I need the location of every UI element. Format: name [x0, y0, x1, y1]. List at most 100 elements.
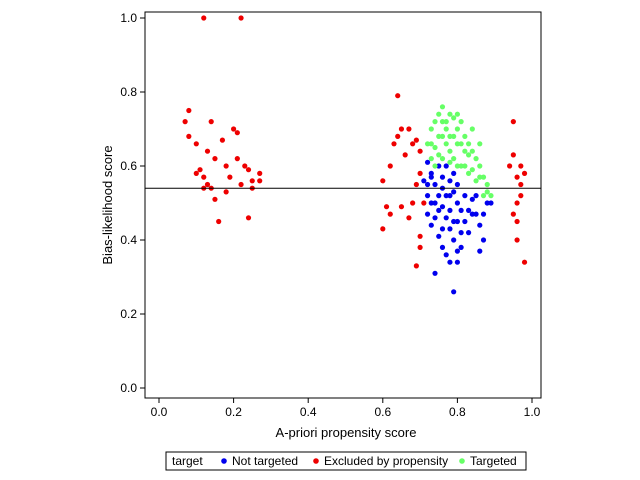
data-point: [383, 204, 390, 210]
data-point: [477, 141, 483, 147]
data-point: [436, 193, 442, 199]
data-point: [428, 141, 434, 147]
data-point: [447, 133, 453, 139]
data-point: [439, 156, 446, 162]
data-point: [234, 156, 240, 162]
data-point: [391, 141, 397, 147]
data-point: [469, 196, 475, 202]
data-point: [417, 170, 423, 176]
data-point: [458, 119, 464, 125]
data-point: [204, 148, 211, 154]
data-point: [451, 218, 457, 225]
data-point: [428, 156, 434, 162]
data-point: [417, 244, 423, 250]
data-point: [428, 222, 434, 228]
data-point: [518, 163, 524, 169]
data-point: [480, 193, 487, 199]
data-point: [514, 200, 520, 206]
data-point: [219, 137, 226, 143]
y-tick-label: 0.6: [120, 159, 137, 173]
data-point: [424, 141, 431, 147]
data-point: [212, 196, 218, 202]
data-point: [443, 252, 449, 258]
data-point: [469, 167, 475, 173]
data-point: [398, 126, 405, 132]
data-point: [514, 237, 520, 243]
data-point: [462, 218, 468, 225]
data-point: [432, 181, 438, 188]
data-point: [454, 111, 460, 117]
legend-items: Not targeted Excluded by propensity Target…: [221, 454, 517, 468]
data-point: [473, 211, 479, 217]
x-axis: 0.0 0.2 0.4 0.6 0.8 1.0: [151, 398, 541, 419]
data-point: [421, 178, 427, 184]
data-point: [514, 218, 520, 225]
data-point: [413, 263, 419, 269]
y-tick-label: 1.0: [120, 11, 137, 25]
data-point: [447, 178, 453, 184]
data-point: [413, 137, 419, 143]
data-point: [462, 163, 468, 169]
data-point: [521, 259, 528, 265]
data-point: [514, 174, 520, 180]
data-point: [410, 141, 416, 147]
data-point: [201, 15, 207, 21]
data-point: [458, 230, 464, 236]
data-point: [454, 218, 460, 225]
legend: target Not targeted Excluded by propensit…: [165, 451, 527, 471]
data-point: [458, 141, 464, 147]
data-point: [432, 144, 438, 151]
data-point: [447, 207, 453, 213]
data-point: [436, 207, 442, 213]
data-point: [186, 133, 192, 139]
data-point: [480, 174, 487, 180]
data-point: [451, 133, 457, 139]
data-point: [249, 178, 255, 184]
data-point: [518, 193, 524, 199]
data-point: [443, 193, 449, 199]
data-point: [465, 141, 472, 147]
plot-frame: [144, 11, 542, 399]
data-point: [238, 15, 244, 21]
data-point: [231, 126, 237, 132]
data-point: [458, 244, 464, 250]
data-point: [432, 215, 438, 221]
data-point: [212, 156, 218, 162]
data-point: [201, 174, 207, 180]
data-point: [186, 107, 192, 114]
data-point: [454, 126, 460, 132]
data-point: [443, 141, 449, 147]
data-point: [193, 170, 199, 176]
data-point: [223, 189, 229, 195]
data-point: [439, 226, 446, 232]
y-tick-label: 0.8: [120, 85, 137, 99]
legend-entry-label: Not targeted: [232, 454, 298, 468]
data-point: [424, 181, 431, 188]
legend-marker: [221, 458, 227, 464]
data-point: [477, 163, 483, 169]
data-point: [443, 215, 449, 221]
data-point: [521, 170, 528, 176]
data-point: [439, 174, 446, 180]
y-tick-label: 0.4: [120, 233, 137, 247]
data-point: [387, 211, 393, 217]
data-point: [443, 119, 449, 125]
data-point: [204, 181, 211, 188]
data-point: [428, 174, 434, 180]
data-point: [432, 119, 438, 125]
data-point: [410, 200, 416, 206]
x-tick-label: 0.8: [449, 405, 466, 419]
data-point: [462, 133, 468, 139]
data-point: [507, 163, 513, 169]
data-point: [477, 248, 483, 254]
data-point: [439, 244, 446, 250]
data-point: [454, 259, 460, 265]
data-point: [421, 200, 427, 206]
x-tick-label: 0.0: [151, 405, 168, 419]
data-point: [484, 189, 490, 195]
data-point: [447, 193, 453, 199]
data-point: [432, 163, 438, 169]
data-point: [439, 104, 446, 110]
data-point: [454, 141, 460, 147]
data-points: [182, 15, 528, 295]
